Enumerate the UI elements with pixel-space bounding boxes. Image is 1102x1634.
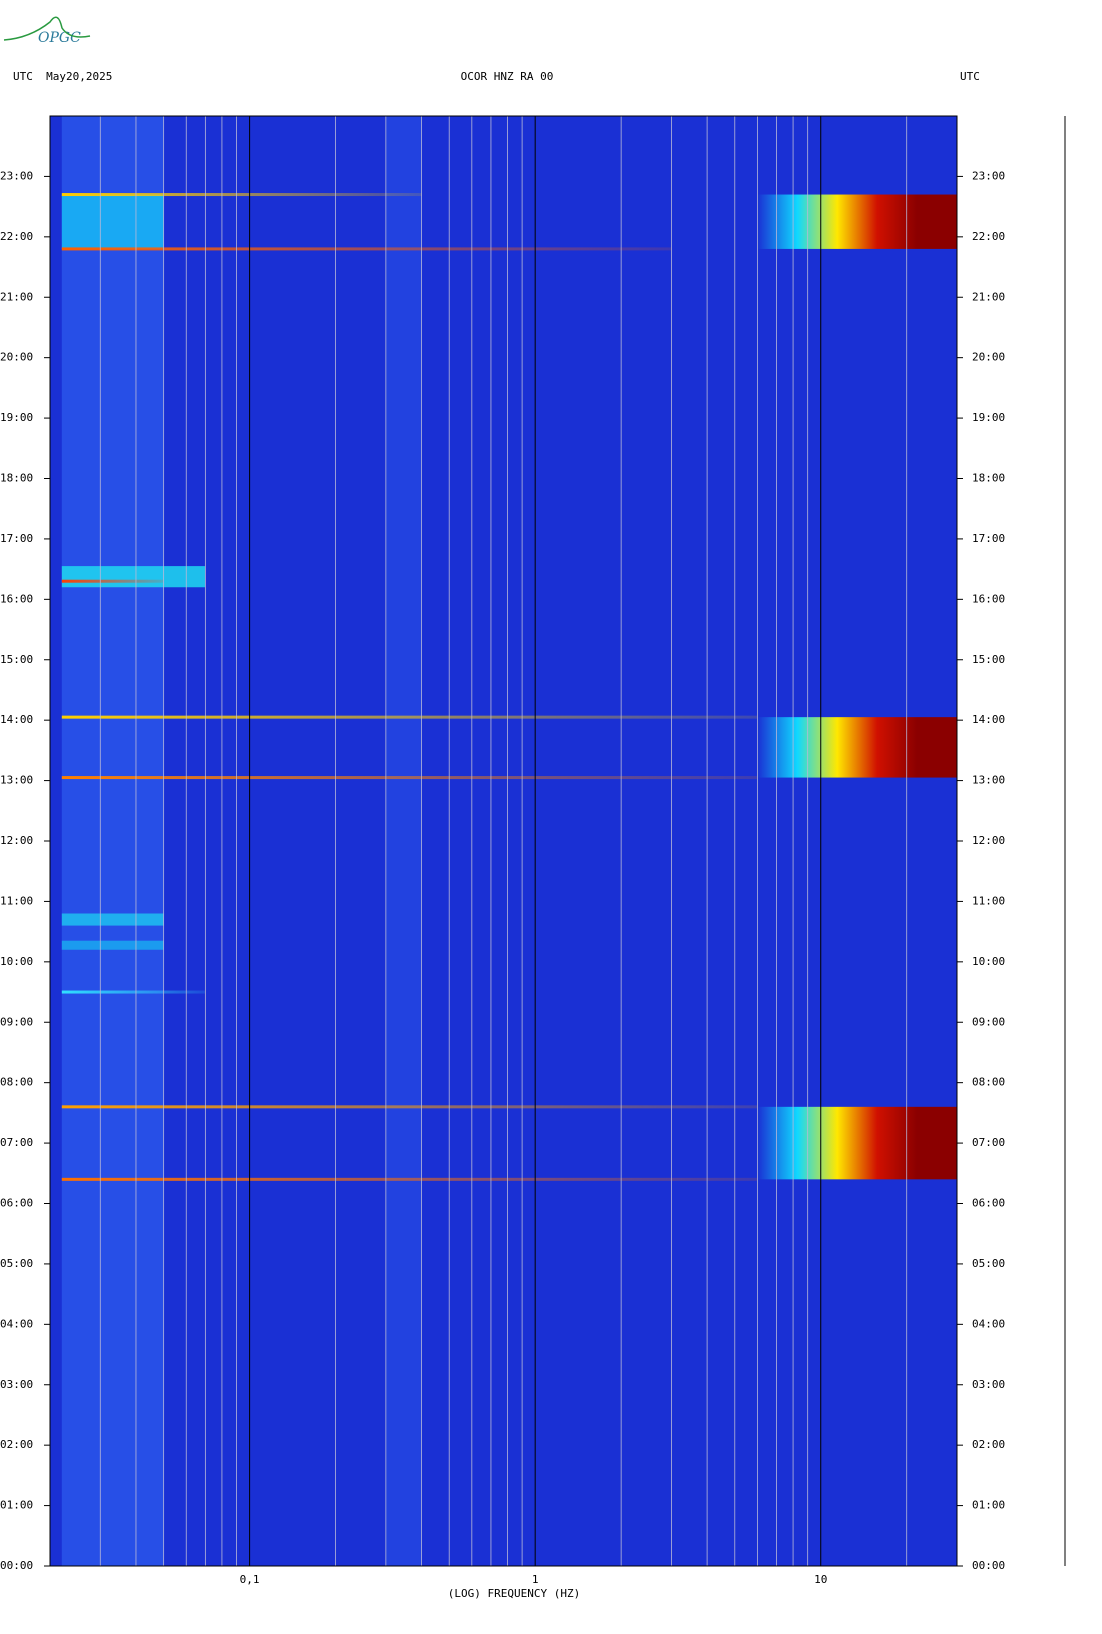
logo-curve (3, 16, 91, 41)
y-tick-label: 07:00 (0, 1136, 33, 1149)
y-tick-label: 05:00 (0, 1257, 33, 1270)
y-tick-label-right: 18:00 (972, 472, 1005, 485)
y-tick-label-right: 03:00 (972, 1378, 1005, 1391)
plot-background (50, 116, 957, 1566)
spectral-band (61, 913, 164, 926)
right-header: UTC (960, 70, 980, 83)
y-tick-label-right: 02:00 (972, 1438, 1005, 1451)
y-tick-label-right: 12:00 (972, 834, 1005, 847)
chart-title: OCOR HNZ RA 00 (461, 70, 554, 83)
y-tick-label-right: 08:00 (972, 1076, 1005, 1089)
x-tick-label: 10 (814, 1573, 827, 1586)
y-tick-label-right: 14:00 (972, 713, 1005, 726)
spectral-band (757, 1106, 957, 1180)
y-tick-label-right: 04:00 (972, 1317, 1005, 1330)
y-tick-label: 23:00 (0, 169, 33, 182)
y-tick-label: 19:00 (0, 411, 33, 424)
y-tick-label-right: 06:00 (972, 1197, 1005, 1210)
spectral-band (61, 194, 164, 249)
y-tick-label: 10:00 (0, 955, 33, 968)
y-tick-label: 21:00 (0, 290, 33, 303)
event-line (61, 1105, 758, 1109)
y-tick-label-right: 01:00 (972, 1499, 1005, 1512)
y-tick-label-right: 23:00 (972, 169, 1005, 182)
event-line (61, 193, 422, 197)
event-line (61, 715, 758, 719)
y-tick-label-right: 07:00 (972, 1136, 1005, 1149)
x-tick-label: 1 (532, 1573, 539, 1586)
y-tick-label-right: 22:00 (972, 230, 1005, 243)
y-tick-label: 03:00 (0, 1378, 33, 1391)
y-tick-label: 15:00 (0, 653, 33, 666)
y-tick-label: 12:00 (0, 834, 33, 847)
x-axis-label: (LOG) FREQUENCY (HZ) (448, 1587, 580, 1600)
y-tick-label: 13:00 (0, 774, 33, 787)
y-tick-label-right: 11:00 (972, 894, 1005, 907)
logo: OPGC (38, 30, 81, 46)
y-tick-label-right: 13:00 (972, 774, 1005, 787)
spectral-band (757, 194, 957, 249)
y-tick-label-right: 20:00 (972, 351, 1005, 364)
event-line (61, 247, 672, 251)
y-tick-label: 17:00 (0, 532, 33, 545)
y-tick-label-right: 16:00 (972, 592, 1005, 605)
event-line (61, 776, 758, 780)
left-header: UTC May20,2025 (13, 70, 112, 83)
y-tick-label: 18:00 (0, 472, 33, 485)
y-tick-label: 06:00 (0, 1197, 33, 1210)
y-tick-label-right: 09:00 (972, 1015, 1005, 1028)
y-tick-label: 20:00 (0, 351, 33, 364)
y-tick-label: 22:00 (0, 230, 33, 243)
spectral-band (61, 566, 206, 588)
y-tick-label: 00:00 (0, 1559, 33, 1572)
y-tick-label: 02:00 (0, 1438, 33, 1451)
event-line (61, 990, 206, 994)
spectral-band (757, 717, 957, 778)
y-tick-label-right: 17:00 (972, 532, 1005, 545)
y-tick-label: 09:00 (0, 1015, 33, 1028)
event-line (61, 1177, 758, 1181)
x-tick-label: 0,1 (240, 1573, 260, 1586)
event-line (61, 579, 164, 583)
y-tick-label-right: 19:00 (972, 411, 1005, 424)
y-tick-label: 14:00 (0, 713, 33, 726)
y-tick-label: 16:00 (0, 592, 33, 605)
spectral-band (385, 116, 422, 1566)
plot-frame (49, 115, 958, 1567)
y-tick-label-right: 10:00 (972, 955, 1005, 968)
y-tick-label-right: 05:00 (972, 1257, 1005, 1270)
y-tick-label: 08:00 (0, 1076, 33, 1089)
y-tick-label-right: 15:00 (972, 653, 1005, 666)
y-tick-label-right: 00:00 (972, 1559, 1005, 1572)
y-tick-label: 01:00 (0, 1499, 33, 1512)
y-tick-label: 04:00 (0, 1317, 33, 1330)
y-tick-label-right: 21:00 (972, 290, 1005, 303)
spectral-band (61, 940, 164, 950)
spectral-band (61, 116, 164, 1566)
y-tick-label: 11:00 (0, 894, 33, 907)
